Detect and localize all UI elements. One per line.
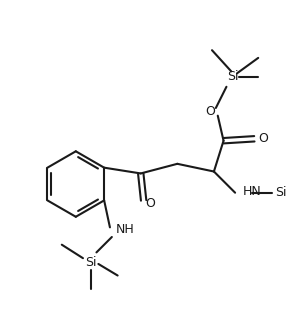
Text: HN: HN [243,185,262,198]
Text: Si: Si [85,257,96,269]
Text: Si: Si [227,70,239,83]
Text: O: O [258,132,268,145]
Text: Si: Si [276,186,286,199]
Text: NH: NH [116,223,134,236]
Text: O: O [146,197,155,210]
Text: O: O [205,105,215,118]
